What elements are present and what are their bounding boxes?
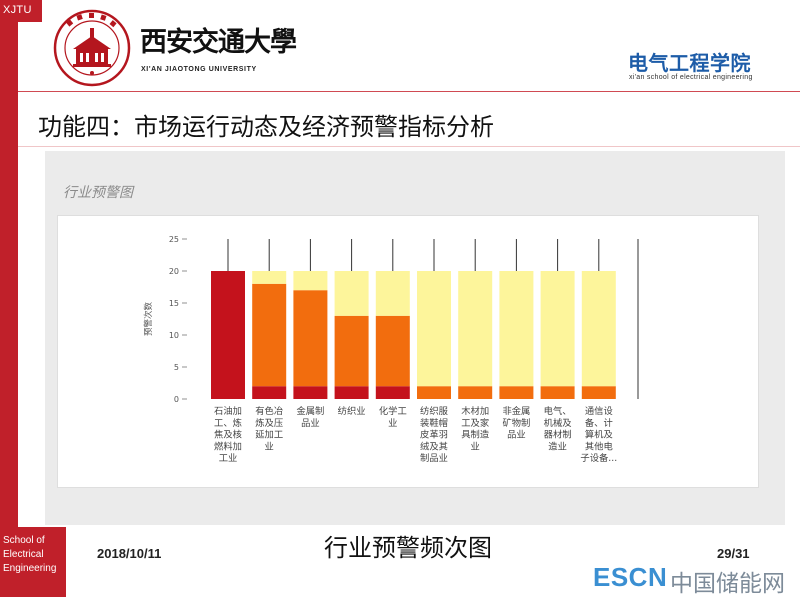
y-tick-label: 0 [174,395,179,404]
x-tick-label: 通信设备、计算机及其他电子设备... [580,405,617,464]
school-name-cn: 电气工程学院 [628,51,751,75]
bar-segment [499,386,534,399]
y-axis-label: 预警次数 [143,302,154,337]
header-divider [18,91,800,92]
school-badge-line-1: School of [3,535,45,546]
watermark-brand: ESCN [593,562,668,592]
bar-segment [417,271,451,387]
slide-title: 功能四：市场运行动态及经济预警指标分析 [38,113,494,141]
x-tick-label: 电气、机械及器材制造业 [544,405,572,452]
university-name-en: XI'AN JIAOTONG UNIVERSITY [141,66,257,73]
school-name-en: xi'an school of electrical engineering [629,74,753,81]
bar-segment [581,271,616,387]
x-tick-label: 木材加工及家具制造业 [461,405,490,452]
bar-segment [252,271,287,284]
bar-segment [581,386,616,399]
left-accent-bar [0,0,18,597]
x-tick-label: 化学工业 [379,405,407,429]
x-tick-label: 非金属矿物制品业 [502,405,530,441]
bar-segment [252,283,287,387]
bar-segment [375,386,410,399]
bar-segment [293,386,328,399]
y-tick-label: 20 [169,267,179,276]
xjtu-badge: XJTU [0,0,42,22]
bar-segment [293,271,328,291]
bar-segment [293,290,328,387]
bar-segment [458,271,493,387]
x-tick-label: 有色冶炼及压延加工业 [255,405,283,452]
x-tick-label: 金属制品业 [296,405,324,429]
y-tick-label: 15 [169,299,179,308]
chart-card: 预警次数 0 5 10 15 20 25 石油加工、炼焦及核燃料加工业 有色冶炼及压延加工业金… [57,215,759,488]
school-badge: School of Electrical Engineering [0,527,66,597]
bar-segment [334,271,369,316]
university-seal-icon [53,9,131,87]
bar-segment [375,271,410,316]
chart-panel-title: 行业预警图 [63,185,133,201]
slide-date: 2018/10/11 [97,546,162,561]
bar-segment [540,271,575,387]
bar-segment [375,315,410,387]
title-divider [18,146,800,147]
bar-segment [211,271,245,399]
bar-segment [499,271,534,387]
bar-segment [540,386,575,399]
watermark-site: 中国储能网 [670,571,785,597]
xjtu-label: XJTU [3,4,32,16]
x-tick-label: 石油加工、炼焦及核燃料加工业 [214,405,242,464]
bar-segment [417,386,451,399]
bar-segment [334,315,369,387]
y-tick-label: 5 [174,363,179,372]
university-name-cn: 西安交通大學 [140,27,297,58]
bar-segment [458,386,493,399]
school-badge-line-2: Electrical [3,549,44,560]
x-tick-label: 纺织业 [338,405,366,417]
bar-segment [252,386,287,399]
page-number: 29/31 [717,546,750,561]
x-tick-label: 纺织服装鞋帽皮革羽绒及其制品业 [420,405,448,464]
industry-warning-chart: 预警次数 0 5 10 15 20 25 石油加工、炼焦及核燃料加工业有色冶炼及压延加工业金… [143,235,639,464]
y-tick-label: 10 [169,331,179,340]
y-tick-label: 25 [169,235,179,244]
school-badge-line-3: Engineering [3,563,57,574]
bar-segment [334,386,369,399]
chart-caption: 行业预警频次图 [324,534,492,562]
